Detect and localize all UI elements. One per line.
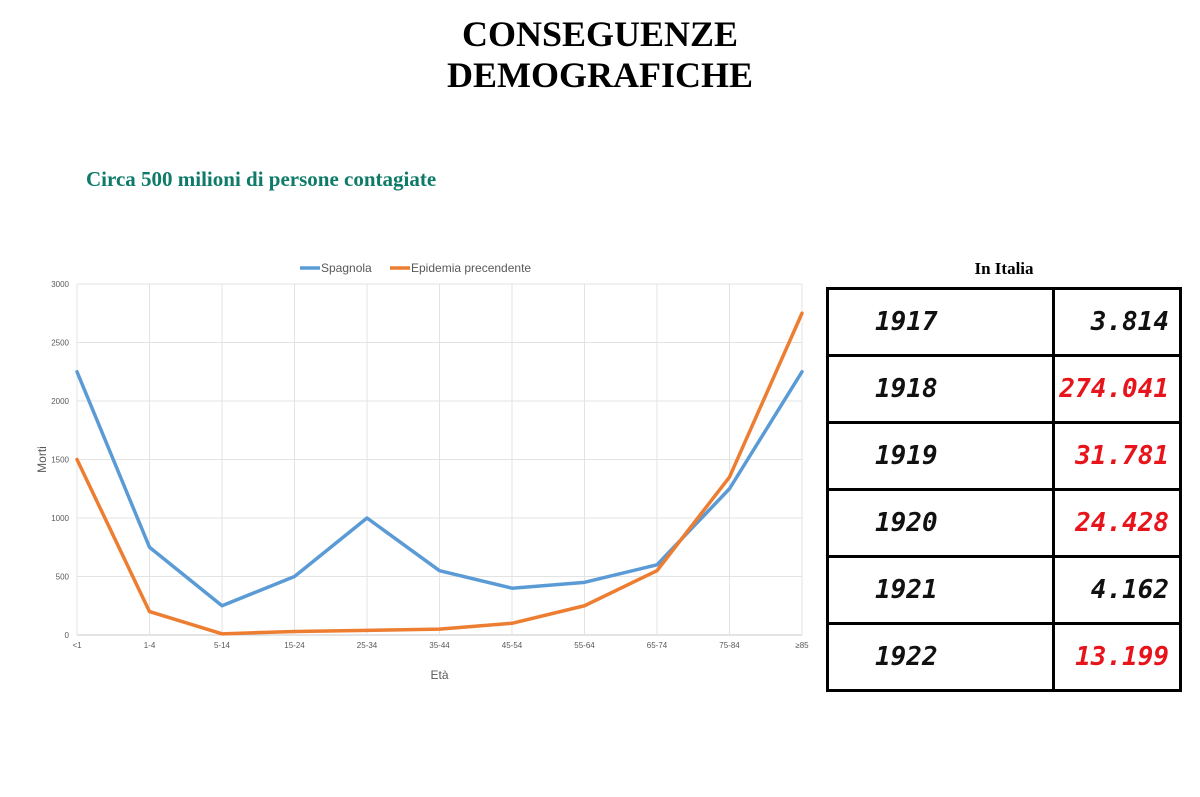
y-tick-label: 3000	[51, 280, 69, 289]
subtitle: Circa 500 milioni di persone contagiate	[86, 167, 437, 191]
year-cell: 1917	[826, 287, 1055, 357]
year-cell: 1922	[826, 622, 1055, 692]
year-cell: 1921	[826, 555, 1055, 625]
y-tick-label: 2000	[51, 397, 69, 406]
y-axis-label: Morti	[35, 446, 49, 473]
legend-entry: Spagnola	[321, 261, 372, 275]
table-row: 1918 274.041	[826, 354, 1182, 424]
year-cell: 1919	[826, 421, 1055, 491]
x-tick-label: 15-24	[284, 641, 305, 650]
table-row: 1921 4.162	[826, 555, 1182, 625]
x-tick-label: 1-4	[144, 641, 156, 650]
deaths-cell: 274.041	[1052, 354, 1182, 424]
legend-entry: Epidemia precendente	[411, 261, 531, 275]
table-row: 1919 31.781	[826, 421, 1182, 491]
y-tick-label: 1000	[51, 514, 69, 523]
deaths-cell: 3.814	[1052, 287, 1182, 357]
page-title: CONSEGUENZE DEMOGRAFICHE	[0, 14, 1200, 96]
x-tick-label: 75-84	[719, 641, 740, 650]
y-tick-label: 500	[56, 573, 70, 582]
y-tick-label: 2500	[51, 339, 69, 348]
x-tick-label: <1	[72, 641, 82, 650]
year-cell: 1920	[826, 488, 1055, 558]
x-tick-label: 25-34	[357, 641, 378, 650]
table-row: 1920 24.428	[826, 488, 1182, 558]
x-tick-label: 45-54	[502, 641, 523, 650]
table-row: 1917 3.814	[826, 287, 1182, 357]
title-line-2: DEMOGRAFICHE	[447, 55, 753, 95]
table-caption: In Italia	[974, 259, 1034, 278]
deaths-cell: 13.199	[1052, 622, 1182, 692]
x-tick-label: 55-64	[574, 641, 595, 650]
italy-deaths-table: 1917 3.814 1918 274.041 1919 31.781 1920 24.428…	[826, 287, 1182, 692]
x-tick-label: 5-14	[214, 641, 231, 650]
y-tick-label: 0	[65, 631, 70, 640]
x-tick-label: 35-44	[429, 641, 450, 650]
x-tick-label: 65-74	[647, 641, 668, 650]
x-tick-label: ≥85	[795, 641, 809, 650]
table-row: 1922 13.199	[826, 622, 1182, 692]
title-line-1: CONSEGUENZE	[461, 14, 739, 54]
year-cell: 1918	[826, 354, 1055, 424]
series-line-epidemia-precedente	[75, 311, 804, 636]
deaths-cell: 31.781	[1052, 421, 1182, 491]
x-axis-label: Età	[430, 668, 448, 682]
mortality-line-chart: 0 500 1000 1500 2000 2500 3000 <1 1-4 5-14 15-24 25…	[35, 261, 809, 682]
y-tick-label: 1500	[51, 456, 69, 465]
deaths-cell: 24.428	[1052, 488, 1182, 558]
deaths-cell: 4.162	[1052, 555, 1182, 625]
